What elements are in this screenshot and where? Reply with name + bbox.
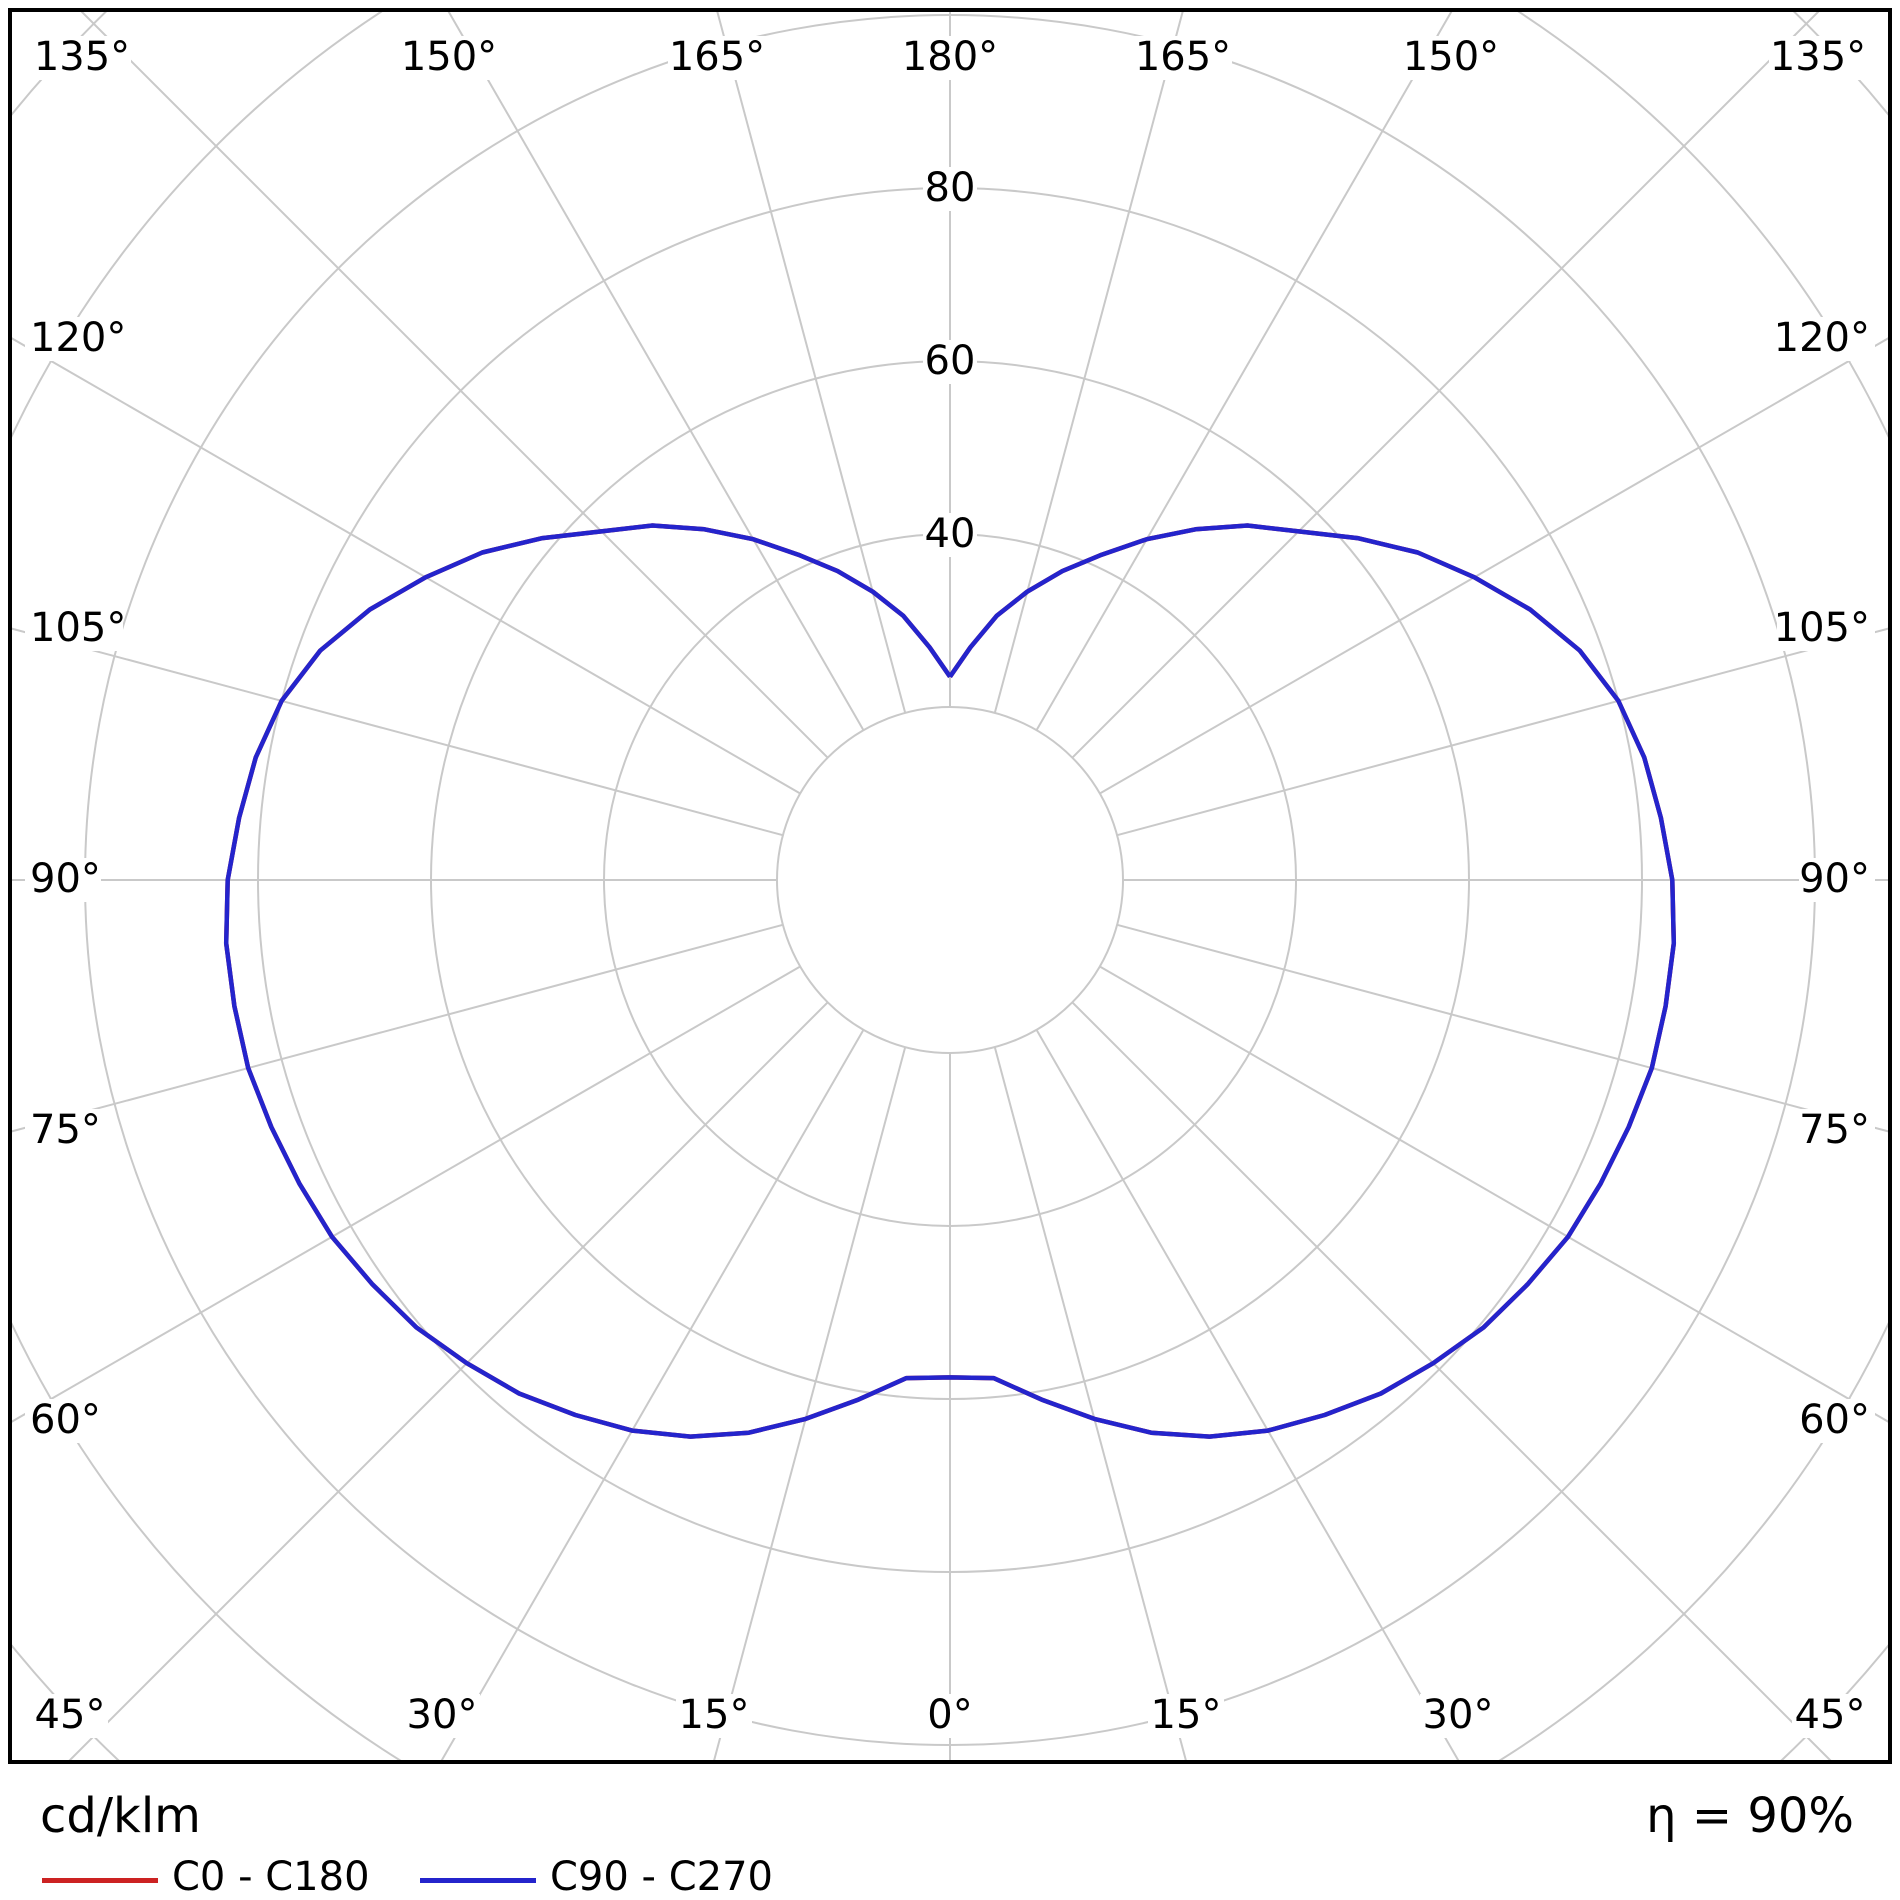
legend-swatch-c90-c270 [420,1878,536,1883]
grid-spoke-300 [12,965,801,1423]
radial-tick-40-bg [923,513,977,557]
angle-label-left-4-bg [25,1399,101,1443]
grid-spoke-15 [993,1046,1187,1760]
angle-label-bottom-2: 15° [679,1692,750,1738]
grid-spoke-120 [1099,337,1888,795]
angle-label-top-0-bg [33,36,131,80]
grid-spoke-105 [1116,627,1888,837]
radial-tick-40: 40 [925,511,976,557]
radial-tick-60-bg [923,340,977,384]
angle-label-left-3-bg [25,1109,101,1153]
angle-label-right-1: 105° [1774,605,1870,651]
units-label: cd/klm [40,1788,201,1844]
grid-spoke-75 [1116,923,1888,1133]
angle-label-top-0: 135° [34,34,130,80]
plot-frame: 135° 150° 165° 180° 165° 150° 135° 45° 30° 15° 0° 1… [8,8,1892,1764]
angle-label-left-0-bg [25,317,123,361]
grid-spoke-225 [80,12,829,759]
radial-tick-60: 60 [925,338,976,384]
angle-label-left-0: 120° [30,315,126,361]
angle-label-right-1-bg [1777,607,1875,651]
angle-label-top-4-bg [1134,36,1232,80]
legend-swatch-c0-c180 [42,1878,158,1883]
angle-label-right-3-bg [1799,1109,1875,1153]
angle-label-top-3: 180° [902,34,998,80]
angle-label-top-6: 135° [1770,34,1866,80]
polar-plot: 135° 150° 165° 180° 165° 150° 135° 45° 30° 15° 0° 1… [12,12,1888,1760]
grid-spoke-30 [1035,1029,1460,1760]
angle-label-left-2-bg [25,858,101,902]
efficiency-label: η = 90% [1646,1788,1854,1844]
angle-label-left-4: 60° [30,1397,101,1443]
grid-spoke-315 [68,1001,829,1760]
angle-label-left-2: 90° [30,856,101,902]
grid-spoke-285 [12,923,784,1133]
angle-label-top-5-bg [1402,36,1500,80]
grid-spoke-255 [12,627,784,837]
radial-tick-80-bg [923,167,977,211]
angle-label-left-1-bg [25,607,123,651]
angle-label-bottom-0: 45° [35,1692,106,1738]
angle-label-top-2-bg [668,36,766,80]
angle-label-bottom-4: 15° [1151,1692,1222,1738]
angle-label-top-5: 150° [1403,34,1499,80]
angle-label-right-0: 120° [1774,315,1870,361]
angle-label-top-2: 165° [669,34,765,80]
angle-label-bottom-2-bg [676,1694,752,1738]
angle-label-bottom-5: 30° [1423,1692,1494,1738]
angle-label-top-3-bg [901,36,999,80]
legend-label-c90-c270: C90 - C270 [550,1854,773,1900]
grid-circle-20 [776,706,1124,1054]
angle-label-left-1: 105° [30,605,126,651]
angle-label-bottom-3: 0° [927,1692,972,1738]
curve-C90-C270 [223,523,1677,1439]
grid-spoke-330 [440,1029,865,1760]
angle-label-top-6-bg [1769,36,1867,80]
angle-label-right-4: 60° [1799,1397,1870,1443]
angle-label-left-3: 75° [30,1107,101,1153]
grid-spoke-345 [713,1046,907,1760]
angle-label-bottom-5-bg [1420,1694,1496,1738]
grid-spoke-240 [12,337,801,795]
grid-spoke-45 [1071,1001,1832,1760]
angle-label-bottom-6: 45° [1795,1692,1866,1738]
grid-spoke-60 [1099,965,1888,1423]
grid-spoke-150 [1035,12,1453,731]
angle-label-top-4: 165° [1135,34,1231,80]
angle-label-top-1-bg [400,36,498,80]
angle-label-bottom-0-bg [32,1694,108,1738]
angle-label-bottom-3-bg [923,1694,977,1738]
legend-label-c0-c180: C0 - C180 [172,1854,370,1900]
angle-label-bottom-1-bg [404,1694,480,1738]
angle-label-right-4-bg [1799,1399,1875,1443]
grid-spoke-210 [447,12,865,731]
radial-tick-80: 80 [925,165,976,211]
angle-label-bottom-4-bg [1148,1694,1224,1738]
grid-spoke-165 [993,12,1184,714]
angle-label-right-2-bg [1799,858,1875,902]
angle-label-right-3: 75° [1799,1107,1870,1153]
angle-label-right-2: 90° [1799,856,1870,902]
grid-spoke-195 [716,12,907,714]
angle-label-right-0-bg [1777,317,1875,361]
grid-spoke-135 [1071,12,1820,759]
angle-label-bottom-6-bg [1792,1694,1868,1738]
angle-label-bottom-1: 30° [407,1692,478,1738]
angle-label-top-1: 150° [401,34,497,80]
